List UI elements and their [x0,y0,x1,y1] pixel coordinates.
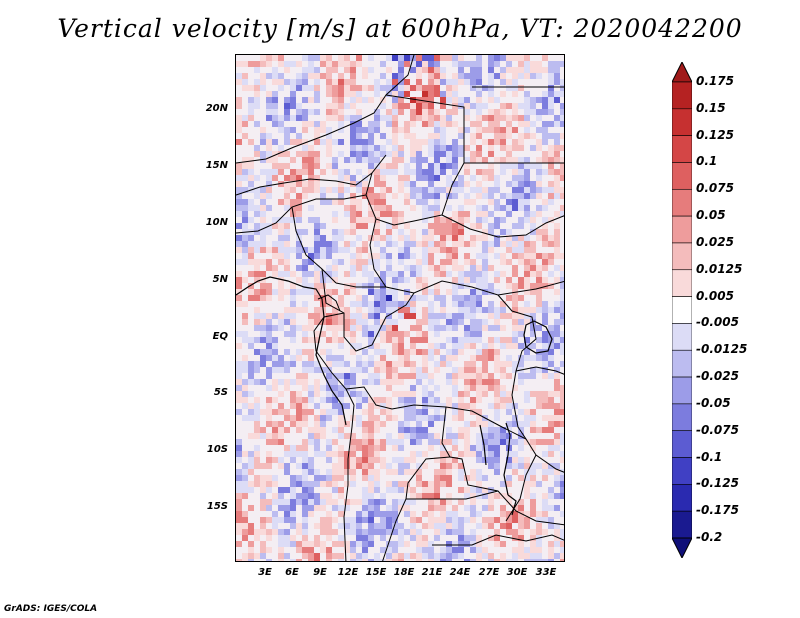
colorbar-swatch [672,162,692,190]
country-borders [236,55,564,561]
colorbar-swatch [672,349,692,378]
colorbar-label: -0.05 [696,395,731,410]
coastlines [236,276,553,516]
lat-tick-label: 15S [206,501,228,512]
colorbar-swatch [672,457,692,485]
colorbar-swatch [672,323,692,351]
colorbar-label: 0.05 [696,208,726,223]
colorbar-label: 0.005 [696,288,734,303]
velocity-field [236,55,564,561]
colorbar-swatch [672,403,692,432]
colorbar [672,62,692,558]
colorbar-swatch [672,108,692,136]
lon-tick-label: 9E [313,567,327,578]
colorbar-swatch [672,215,692,244]
lat-tick-label: 5N [212,274,228,285]
colorbar-swatch [672,188,692,217]
lon-tick-label: 30E [506,567,528,578]
velocity-map [235,54,565,562]
colorbar-swatch [672,484,692,512]
colorbar-swatches [672,62,692,558]
colorbar-top-triangle [672,62,692,83]
colorbar-label: -0.175 [696,503,739,518]
colorbar-label: -0.005 [696,315,739,330]
lat-tick-label: 15N [205,160,228,171]
colorbar-label: 0.175 [696,74,734,88]
colorbar-bottom-triangle [672,537,692,558]
lon-tick-label: 6E [285,567,299,578]
lat-tick-label: 20N [205,103,228,114]
colorbar-label: 0.025 [696,234,734,249]
colorbar-label: -0.025 [696,369,739,384]
lat-tick-label: 10N [205,217,228,228]
colorbar-label: -0.125 [696,476,739,491]
lon-tick-label: 3E [258,567,272,578]
colorbar-swatch [672,269,692,297]
colorbar-label: -0.075 [696,422,739,437]
lon-tick-label: 21E [421,567,443,578]
colorbar-swatch [672,135,692,163]
lat-tick-label: EQ [212,331,228,342]
colorbar-label: 0.075 [696,181,734,196]
colorbar-swatch [672,376,692,405]
lon-tick-label: 24E [449,567,471,578]
colorbar-label: 0.1 [696,154,718,169]
lon-tick-label: 27E [478,567,500,578]
lon-tick-label: 33E [535,567,557,578]
colorbar-label: -0.0125 [696,342,748,357]
lon-tick-label: 15E [365,567,387,578]
colorbar-label: 0.15 [696,100,726,115]
map-title: Vertical velocity [m/s] at 600hPa, VT: 2… [57,14,743,43]
colorbar-swatch [672,242,692,271]
colorbar-label: -0.1 [696,449,723,464]
colorbar-swatch [672,510,692,539]
lon-tick-label: 12E [337,567,359,578]
lat-tick-label: 5S [213,387,228,398]
lat-tick-label: 10S [206,444,228,455]
colorbar-swatch [672,81,692,110]
colorbar-swatch [672,430,692,458]
colorbar-label: -0.2 [696,530,723,544]
lon-tick-label: 18E [393,567,415,578]
colorbar-label: 0.125 [696,127,734,142]
grads-credit: GrADS: IGES/COLA [4,604,98,614]
colorbar-label: 0.0125 [696,261,743,276]
map-field-svg [236,55,564,561]
colorbar-swatch [672,296,692,324]
